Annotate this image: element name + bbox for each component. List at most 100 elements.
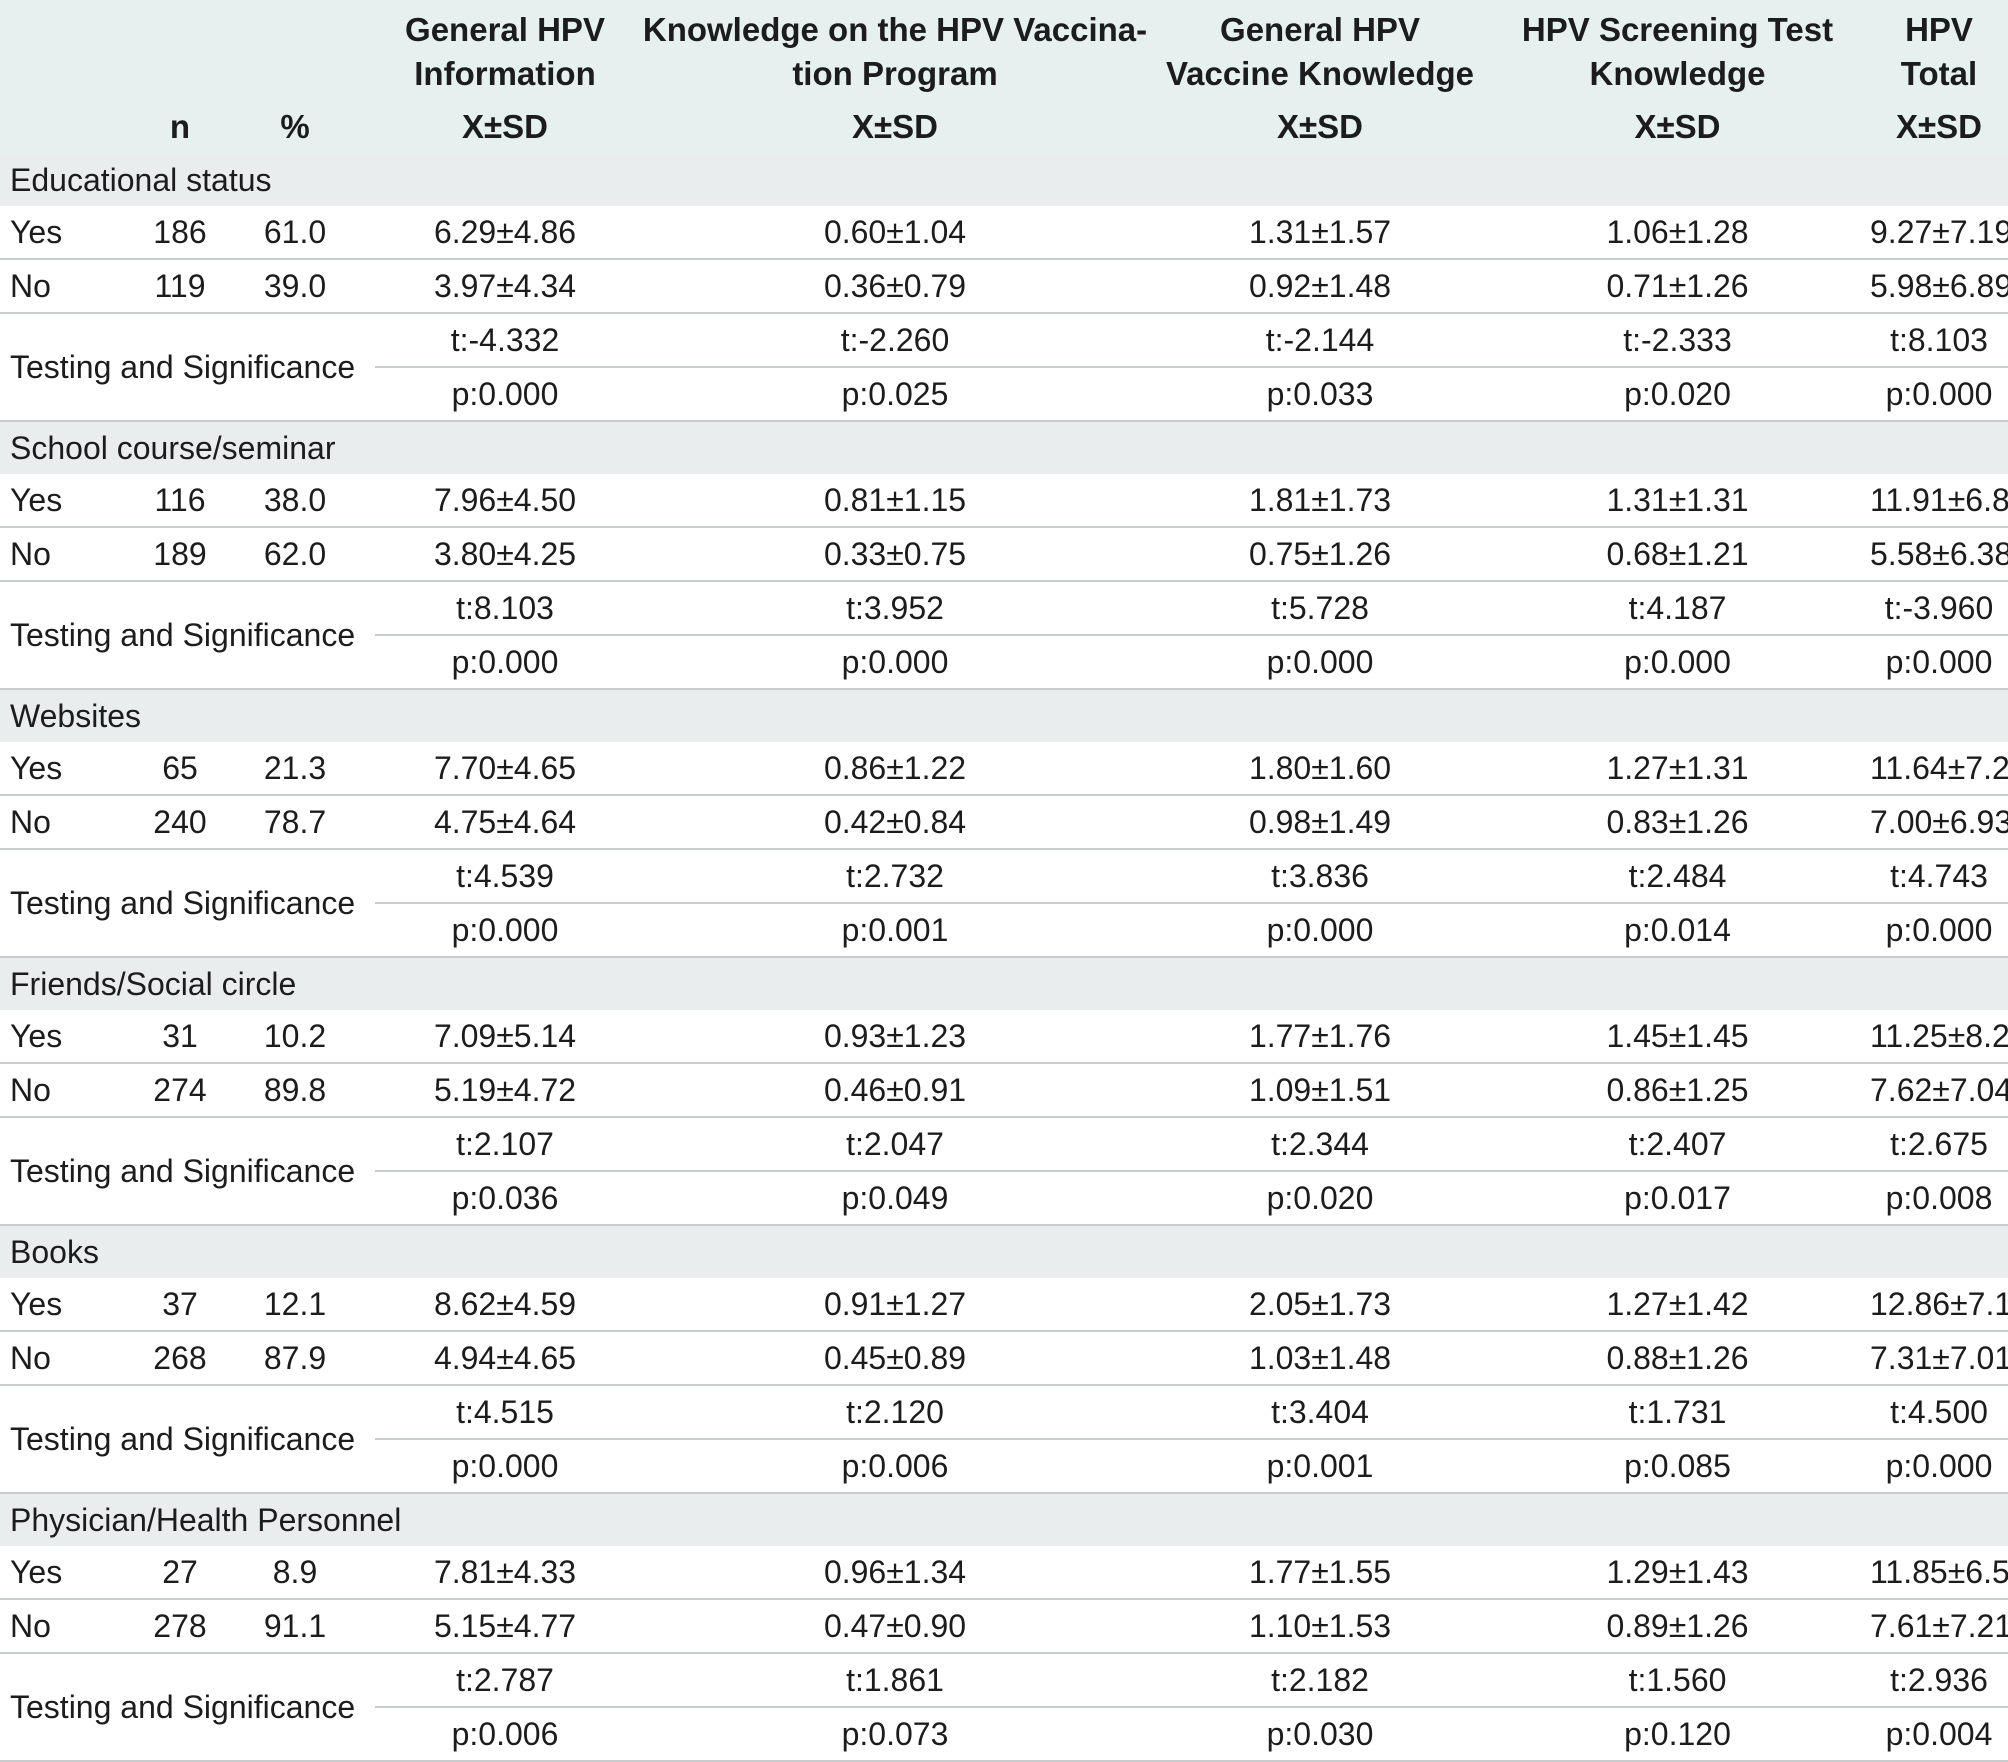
table-row: Yes 116 38.0 7.96±4.50 0.81±1.15 1.81±1.73 1.3… bbox=[0, 474, 2008, 528]
row-value: 1.10±1.53 bbox=[1155, 1599, 1485, 1654]
row-value: 7.31±7.01 bbox=[1870, 1331, 2008, 1386]
row-label: Yes bbox=[0, 206, 145, 260]
column-stat-label: X±SD bbox=[375, 100, 635, 154]
row-label: No bbox=[0, 1331, 145, 1386]
column-stat-label: X±SD bbox=[635, 100, 1155, 154]
row-label: Yes bbox=[0, 1546, 145, 1600]
row-value: 7.62±7.04 bbox=[1870, 1063, 2008, 1118]
header-spacer bbox=[0, 100, 145, 154]
row-value: 1.03±1.48 bbox=[1155, 1331, 1485, 1386]
row-percent: 87.9 bbox=[215, 1331, 375, 1386]
row-percent: 78.7 bbox=[215, 795, 375, 850]
column-stat-label: X±SD bbox=[1155, 100, 1485, 154]
row-value: 4.75±4.64 bbox=[375, 795, 635, 850]
row-percent: 12.1 bbox=[215, 1278, 375, 1332]
test-statistic-row: Testing and Significance t:4.539 t:2.732 t:… bbox=[0, 849, 2008, 958]
t-statistic: t:2.107 bbox=[375, 1117, 635, 1172]
table-row: No 274 89.8 5.19±4.72 0.46±0.91 1.09±1.51 0.86… bbox=[0, 1063, 2008, 1118]
row-value: 3.97±4.34 bbox=[375, 259, 635, 314]
row-value: 7.96±4.50 bbox=[375, 474, 635, 528]
column-header-vaccine-knowledge: General HPV Vaccine Knowledge bbox=[1155, 0, 1485, 100]
t-statistic: t:1.861 bbox=[635, 1653, 1155, 1708]
p-value: p:0.120 bbox=[1485, 1707, 1870, 1762]
t-statistic: t:3.952 bbox=[635, 581, 1155, 636]
row-value: 11.25±8.24 bbox=[1870, 1010, 2008, 1064]
group-title: Friends/Social circle bbox=[0, 957, 2008, 1010]
p-value: p:0.000 bbox=[1870, 903, 2008, 958]
testing-significance-label: Testing and Significance bbox=[0, 1385, 375, 1494]
p-value: p:0.006 bbox=[375, 1707, 635, 1762]
group-title: Physician/Health Personnel bbox=[0, 1493, 2008, 1546]
t-statistic: t:2.732 bbox=[635, 849, 1155, 904]
row-value: 0.83±1.26 bbox=[1485, 795, 1870, 850]
t-statistic: t:2.407 bbox=[1485, 1117, 1870, 1172]
row-label: No bbox=[0, 795, 145, 850]
row-percent: 62.0 bbox=[215, 527, 375, 582]
row-percent: 21.3 bbox=[215, 742, 375, 796]
t-statistic: t:4.515 bbox=[375, 1385, 635, 1440]
testing-significance-label: Testing and Significance bbox=[0, 313, 375, 422]
row-value: 0.88±1.26 bbox=[1485, 1331, 1870, 1386]
table-row: Yes 65 21.3 7.70±4.65 0.86±1.22 1.80±1.60 1.27… bbox=[0, 742, 2008, 796]
p-value: p:0.004 bbox=[1870, 1707, 2008, 1762]
row-value: 0.81±1.15 bbox=[635, 474, 1155, 528]
row-n: 278 bbox=[145, 1599, 215, 1654]
row-label: No bbox=[0, 1599, 145, 1654]
row-n: 116 bbox=[145, 474, 215, 528]
column-header-screening-knowledge: HPV Screening Test Knowledge bbox=[1485, 0, 1870, 100]
group-header-row: Friends/Social circle bbox=[0, 957, 2008, 1010]
row-percent: 10.2 bbox=[215, 1010, 375, 1064]
p-value: p:0.000 bbox=[375, 635, 635, 690]
p-value: p:0.017 bbox=[1485, 1171, 1870, 1226]
p-value: p:0.000 bbox=[375, 367, 635, 422]
t-statistic: t:2.787 bbox=[375, 1653, 635, 1708]
p-value: p:0.033 bbox=[1155, 367, 1485, 422]
row-value: 1.06±1.28 bbox=[1485, 206, 1870, 260]
group-header-row: Websites bbox=[0, 689, 2008, 742]
row-n: 274 bbox=[145, 1063, 215, 1118]
p-value-row: p:0.000 p:0.000 p:0.000 p:0.000 p:0.000 bbox=[0, 635, 2008, 690]
test-statistic-row: Testing and Significance t:2.107 t:2.047 t:… bbox=[0, 1117, 2008, 1226]
group-title: Websites bbox=[0, 689, 2008, 742]
column-header-n: n bbox=[145, 100, 215, 154]
t-statistic: t:4.539 bbox=[375, 849, 635, 904]
column-header-general-hpv-info: General HPV Information bbox=[375, 0, 635, 100]
t-statistic: t:5.728 bbox=[1155, 581, 1485, 636]
row-value: 0.46±0.91 bbox=[635, 1063, 1155, 1118]
row-n: 186 bbox=[145, 206, 215, 260]
table-row: No 278 91.1 5.15±4.77 0.47±0.90 1.10±1.53 0.89… bbox=[0, 1599, 2008, 1654]
t-statistic: t:2.120 bbox=[635, 1385, 1155, 1440]
row-value: 0.91±1.27 bbox=[635, 1278, 1155, 1332]
header-spacer bbox=[145, 0, 215, 100]
row-value: 1.31±1.57 bbox=[1155, 206, 1485, 260]
row-value: 1.29±1.43 bbox=[1485, 1546, 1870, 1600]
p-value: p:0.000 bbox=[1155, 903, 1485, 958]
row-value: 1.80±1.60 bbox=[1155, 742, 1485, 796]
header-spacer bbox=[215, 0, 375, 100]
row-value: 0.98±1.49 bbox=[1155, 795, 1485, 850]
group-title: School course/seminar bbox=[0, 421, 2008, 474]
p-value: p:0.036 bbox=[375, 1171, 635, 1226]
column-header-hpv-total: HPV Total bbox=[1870, 0, 2008, 100]
p-value: p:0.008 bbox=[1870, 1171, 2008, 1226]
testing-significance-label: Testing and Significance bbox=[0, 1653, 375, 1762]
row-value: 0.75±1.26 bbox=[1155, 527, 1485, 582]
header-spacer bbox=[0, 0, 145, 100]
row-percent: 8.9 bbox=[215, 1546, 375, 1600]
p-value: p:0.049 bbox=[635, 1171, 1155, 1226]
t-statistic: t:2.936 bbox=[1870, 1653, 2008, 1708]
row-value: 1.27±1.42 bbox=[1485, 1278, 1870, 1332]
column-header-vaccination-program: Knowledge on the HPV Vaccina-tion Progra… bbox=[635, 0, 1155, 100]
row-value: 1.27±1.31 bbox=[1485, 742, 1870, 796]
t-statistic: t:3.404 bbox=[1155, 1385, 1485, 1440]
row-value: 0.45±0.89 bbox=[635, 1331, 1155, 1386]
table-row: No 189 62.0 3.80±4.25 0.33±0.75 0.75±1.26 0.68… bbox=[0, 527, 2008, 582]
column-stat-label: X±SD bbox=[1870, 100, 2008, 154]
row-value: 0.42±0.84 bbox=[635, 795, 1155, 850]
row-value: 2.05±1.73 bbox=[1155, 1278, 1485, 1332]
row-value: 7.09±5.14 bbox=[375, 1010, 635, 1064]
group-title: Educational status bbox=[0, 154, 2008, 206]
row-value: 0.47±0.90 bbox=[635, 1599, 1155, 1654]
p-value: p:0.020 bbox=[1155, 1171, 1485, 1226]
